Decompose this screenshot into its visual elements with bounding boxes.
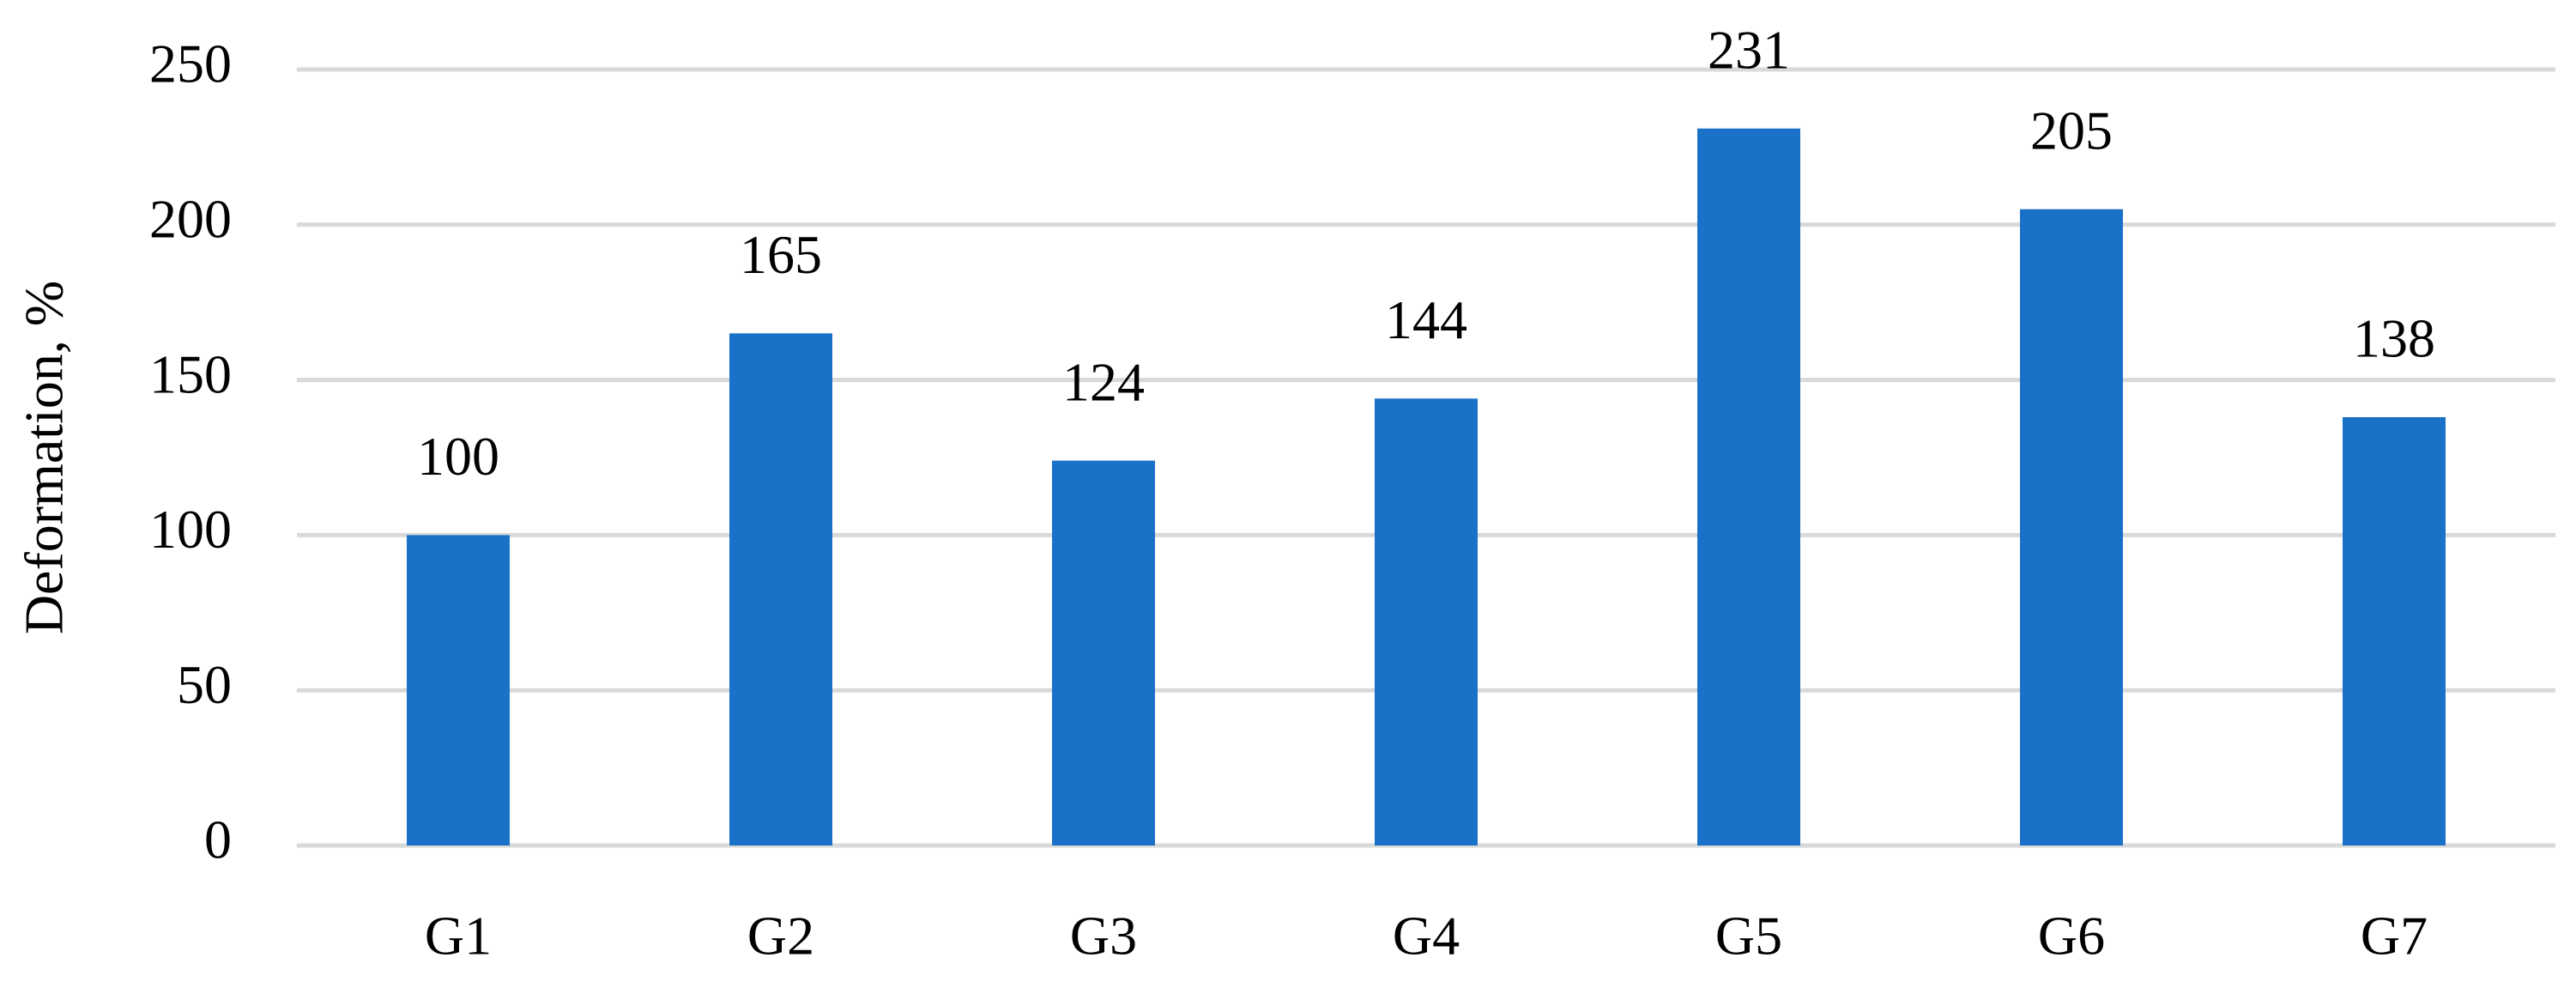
data-label: 231 <box>1708 19 1790 80</box>
y-tick-label: 200 <box>149 188 232 249</box>
data-label: 205 <box>2030 100 2113 161</box>
data-label: 124 <box>1062 351 1145 412</box>
x-tick-label: G7 <box>2361 906 2428 967</box>
y-tick-label: 250 <box>149 33 232 94</box>
y-tick-label: 50 <box>177 654 232 715</box>
data-label: 100 <box>417 426 499 487</box>
y-tick-label: 150 <box>149 343 232 404</box>
x-tick-label: G6 <box>2038 906 2105 967</box>
y-tick-label: 0 <box>204 809 232 870</box>
x-tick-label: G1 <box>425 906 492 967</box>
bar <box>1375 398 1478 846</box>
y-axis-label: Deformation, % <box>14 281 75 634</box>
x-tick-label: G3 <box>1070 906 1137 967</box>
bar <box>407 535 510 846</box>
bar <box>729 333 832 846</box>
data-label: 138 <box>2353 308 2435 369</box>
bar <box>1052 460 1155 846</box>
x-tick-label: G4 <box>1393 906 1460 967</box>
data-label: 165 <box>740 224 822 285</box>
y-tick-label: 100 <box>149 499 232 560</box>
bar <box>1697 128 1800 846</box>
data-label: 144 <box>1385 289 1467 350</box>
x-tick-label: G2 <box>747 906 814 967</box>
bar <box>2020 209 2123 846</box>
x-tick-label: G5 <box>1715 906 1782 967</box>
bar <box>2343 416 2446 846</box>
